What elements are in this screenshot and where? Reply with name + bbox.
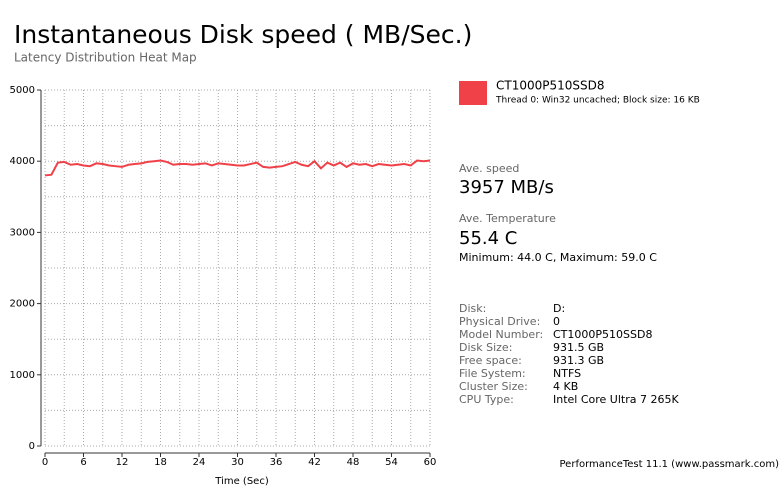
- detail-value: CT1000P510SSD8: [553, 328, 652, 341]
- x-tick-label: 6: [80, 457, 86, 468]
- detail-value: 931.5 GB: [553, 341, 604, 354]
- chart-subtitle: Latency Distribution Heat Map: [14, 51, 197, 65]
- y-tick-label: 2000: [10, 299, 35, 310]
- x-tick-label: 0: [42, 457, 48, 468]
- temp-value: 55.4 C: [459, 228, 517, 249]
- x-tick-label: 42: [308, 457, 321, 468]
- x-tick-label: 60: [424, 457, 437, 468]
- x-tick-label: 36: [270, 457, 283, 468]
- detail-label: CPU Type:: [459, 393, 514, 406]
- detail-label: Cluster Size:: [459, 380, 528, 393]
- speed-value: 3957 MB/s: [459, 177, 554, 198]
- detail-value: Intel Core Ultra 7 265K: [553, 393, 679, 406]
- footer: PerformanceTest 11.1 (www.passmark.com): [560, 459, 780, 470]
- detail-value: NTFS: [553, 367, 581, 380]
- detail-label: Physical Drive:: [459, 315, 540, 328]
- data-line: [44, 159, 431, 177]
- temp-label: Ave. Temperature: [459, 212, 556, 225]
- detail-value: 4 KB: [553, 380, 578, 393]
- x-tick-label: 24: [193, 457, 206, 468]
- detail-value: 931.3 GB: [553, 354, 604, 367]
- detail-label: Free space:: [459, 354, 522, 367]
- x-tick-label: 54: [385, 457, 398, 468]
- detail-label: Disk Size:: [459, 341, 512, 354]
- legend-swatch: [459, 81, 487, 105]
- y-tick-label: 0: [29, 441, 35, 452]
- legend-label: CT1000P510SSD8: [496, 79, 605, 93]
- detail-label: Model Number:: [459, 328, 543, 341]
- temp-range: Minimum: 44.0 C, Maximum: 59.0 C: [459, 251, 657, 264]
- y-tick-label: 3000: [10, 227, 35, 238]
- x-tick-label: 18: [154, 457, 167, 468]
- detail-value: D:: [553, 302, 565, 315]
- detail-label: Disk:: [459, 302, 486, 315]
- x-axis-label: Time (Sec): [214, 476, 269, 487]
- detail-label: File System:: [459, 367, 526, 380]
- legend-note: Thread 0: Win32 uncached; Block size: 16…: [495, 96, 700, 106]
- y-tick-label: 4000: [10, 156, 35, 167]
- x-tick-label: 48: [347, 457, 360, 468]
- x-tick-label: 30: [231, 457, 244, 468]
- y-tick-label: 1000: [10, 370, 35, 381]
- speed-label: Ave. speed: [459, 162, 519, 175]
- detail-value: 0: [553, 315, 560, 328]
- y-tick-label: 5000: [10, 85, 35, 96]
- x-tick-label: 12: [116, 457, 129, 468]
- chart-title: Instantaneous Disk speed ( MB/Sec.): [14, 20, 472, 49]
